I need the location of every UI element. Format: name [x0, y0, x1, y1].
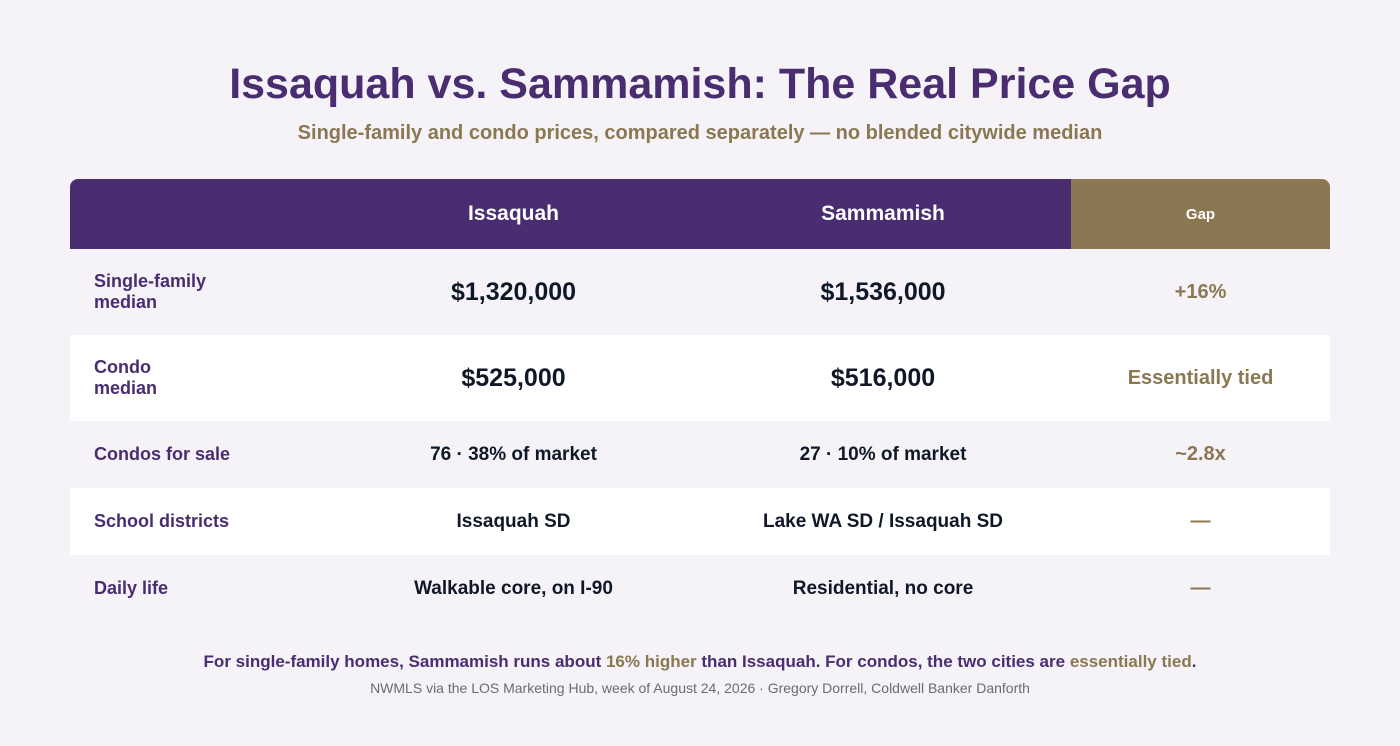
row-label: Condo median — [94, 357, 158, 398]
gap-value: ~2.8x — [1175, 443, 1226, 465]
issaquah-value: 76 · 38% of market — [430, 443, 597, 465]
sammamish-value: Residential, no core — [792, 577, 974, 599]
sammamish-value: $516,000 — [830, 363, 936, 392]
comparison-table: Issaquah Sammamish Gap Single-family med… — [70, 179, 1330, 622]
header-cell-sammamish: Sammamish — [695, 179, 1071, 249]
gap-value: Essentially tied — [1127, 366, 1274, 389]
gap-value: +16% — [1174, 280, 1227, 303]
page-subtitle: Single-family and condo prices, compared… — [297, 122, 1103, 144]
header-cell-label — [70, 179, 332, 249]
header-cell-issaquah: Issaquah — [332, 179, 695, 249]
table-row: School districts Issaquah SD Lake WA SD … — [70, 488, 1330, 555]
header-cell-gap: Gap — [1071, 179, 1330, 249]
table-row: Condos for sale 76 · 38% of market 27 · … — [70, 421, 1330, 488]
sammamish-value: Lake WA SD / Issaquah SD — [762, 510, 1004, 532]
summary-text: For single-family homes, Sammamish runs … — [203, 652, 1197, 671]
issaquah-value: Walkable core, on I-90 — [414, 577, 613, 599]
summary-highlight: 16% higher — [605, 652, 697, 671]
issaquah-value: $1,320,000 — [450, 277, 577, 306]
sammamish-value: $1,536,000 — [820, 277, 946, 306]
table-row: Daily life Walkable core, on I-90 Reside… — [70, 555, 1330, 622]
row-label: School districts — [94, 511, 230, 531]
page-title: Issaquah vs. Sammamish: The Real Price G… — [229, 60, 1171, 108]
summary-highlight: essentially tied — [1069, 652, 1192, 671]
source-note: NWMLS via the LOS Marketing Hub, week of… — [370, 680, 1030, 696]
sammamish-value: 27 · 10% of market — [799, 443, 967, 465]
gap-value: — — [1190, 577, 1211, 599]
table-header-row: Issaquah Sammamish Gap — [70, 179, 1330, 249]
gap-value: — — [1190, 510, 1211, 532]
row-label: Single-family median — [94, 271, 207, 312]
issaquah-value: Issaquah SD — [456, 510, 571, 532]
row-label: Daily life — [94, 578, 169, 598]
issaquah-value: $525,000 — [461, 363, 566, 392]
row-label: Condos for sale — [94, 444, 231, 464]
table-row: Condo median $525,000 $516,000 Essential… — [70, 335, 1330, 421]
table-row: Single-family median $1,320,000 $1,536,0… — [70, 249, 1330, 335]
